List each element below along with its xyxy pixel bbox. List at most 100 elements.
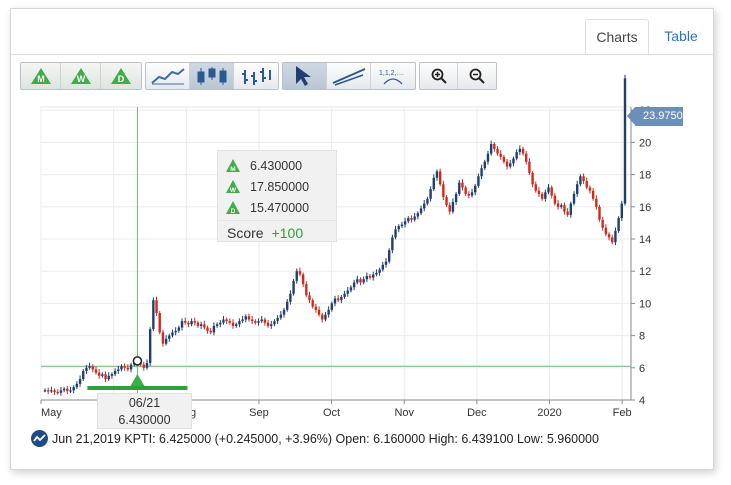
candle-body bbox=[403, 221, 407, 225]
candle-body bbox=[158, 313, 161, 333]
candle-body bbox=[464, 187, 467, 194]
candle-body bbox=[168, 335, 171, 339]
candle-body bbox=[352, 282, 356, 288]
chart-widget: Charts Table M W D bbox=[10, 8, 714, 470]
trendline-button[interactable] bbox=[327, 63, 371, 89]
candle-body bbox=[321, 314, 324, 320]
tab-charts[interactable]: Charts bbox=[585, 19, 649, 55]
candle-body bbox=[282, 309, 286, 315]
candle-body bbox=[540, 193, 544, 199]
candlestick-button[interactable] bbox=[190, 63, 234, 89]
candle-body bbox=[199, 324, 203, 326]
svg-text:W: W bbox=[230, 187, 237, 193]
candle-body bbox=[235, 324, 238, 326]
signal-bar bbox=[87, 386, 188, 390]
candle-body bbox=[292, 280, 295, 294]
x-tick-label: Sep bbox=[249, 407, 269, 419]
candle-body bbox=[180, 321, 184, 328]
candle-body bbox=[566, 211, 569, 215]
candle-body bbox=[174, 330, 177, 333]
zoom-out-button[interactable] bbox=[458, 63, 496, 89]
candle-body bbox=[101, 374, 104, 376]
weekly-button[interactable]: W bbox=[61, 63, 101, 89]
candle-body bbox=[607, 234, 611, 238]
period-group: M W D bbox=[20, 62, 142, 90]
candle-body bbox=[483, 161, 486, 169]
candle-body bbox=[333, 298, 337, 304]
candle-body bbox=[601, 219, 604, 228]
cursor-icon bbox=[295, 66, 311, 86]
candle-body bbox=[117, 369, 120, 372]
svg-text:W: W bbox=[76, 74, 85, 84]
candle-body bbox=[91, 366, 95, 370]
monthly-signal-marker bbox=[130, 374, 145, 386]
candle-body bbox=[305, 284, 308, 296]
daily-button[interactable]: D bbox=[101, 63, 141, 89]
crosshair-label: 06/21 6.430000 bbox=[97, 393, 192, 429]
trendline-icon bbox=[332, 68, 365, 86]
weekly-signal-value: 17.850000 bbox=[250, 179, 310, 194]
candle-body bbox=[187, 322, 190, 325]
monthly-signal-value: 6.430000 bbox=[250, 158, 303, 173]
candle-body bbox=[349, 287, 353, 291]
candle-body bbox=[196, 322, 200, 326]
candle-body bbox=[384, 261, 388, 265]
candle-body bbox=[400, 224, 404, 227]
logo-icon bbox=[31, 430, 48, 447]
candle-body bbox=[544, 192, 547, 199]
candle-body bbox=[171, 332, 174, 336]
candle-body bbox=[432, 177, 435, 190]
svg-text:D: D bbox=[231, 208, 236, 214]
candle-body bbox=[579, 176, 582, 185]
candle-body bbox=[461, 182, 464, 188]
candle-body bbox=[410, 218, 413, 220]
candle-body bbox=[502, 156, 506, 162]
candle-body bbox=[75, 383, 79, 388]
crosshair-value: 6.430000 bbox=[118, 413, 171, 427]
candle-body bbox=[563, 205, 566, 212]
candle-body bbox=[88, 366, 91, 368]
weekly-signal-icon: W bbox=[70, 68, 91, 84]
y-tick-label: 10 bbox=[639, 298, 651, 310]
candle-body bbox=[241, 319, 244, 322]
candle-body bbox=[496, 148, 499, 154]
x-tick-label: May bbox=[41, 407, 62, 419]
candle-body bbox=[387, 250, 391, 262]
candle-body bbox=[588, 187, 592, 191]
candle-body bbox=[518, 148, 522, 153]
candle-body bbox=[480, 168, 483, 177]
candle-body bbox=[120, 366, 123, 370]
candle-body bbox=[372, 274, 375, 278]
zoom-in-button[interactable] bbox=[420, 63, 458, 89]
candle-body bbox=[375, 272, 378, 275]
chart-toolbar: M W D bbox=[20, 62, 497, 90]
candle-body bbox=[330, 303, 334, 310]
candle-body bbox=[85, 367, 88, 372]
x-tick-label: Oct bbox=[323, 407, 340, 419]
fibonacci-button[interactable]: 1,1,2,… bbox=[371, 63, 415, 89]
candle-body bbox=[126, 367, 130, 370]
candle-body bbox=[113, 371, 117, 375]
y-tick-label: 20 bbox=[639, 137, 651, 149]
candle-body bbox=[206, 327, 209, 331]
tab-table[interactable]: Table bbox=[664, 28, 698, 44]
candle-body bbox=[623, 78, 627, 204]
line-chart-button[interactable] bbox=[146, 63, 190, 89]
candle-body bbox=[231, 322, 235, 326]
candle-body bbox=[598, 206, 601, 220]
monthly-button[interactable]: M bbox=[21, 63, 61, 89]
crosshair-date: 06/21 bbox=[128, 396, 161, 410]
ohlc-button[interactable] bbox=[234, 63, 278, 89]
candle-body bbox=[340, 296, 343, 301]
candle-body bbox=[493, 144, 496, 149]
candle-body bbox=[66, 388, 69, 392]
price-chart[interactable]: 46810121416182022 MayJulAugSepOctNovDec2… bbox=[11, 9, 715, 471]
candle-body bbox=[219, 322, 222, 325]
candle-body bbox=[266, 322, 270, 326]
candle-body bbox=[611, 237, 614, 243]
candle-body bbox=[244, 316, 247, 320]
cursor-button[interactable] bbox=[283, 63, 327, 89]
candle-body bbox=[82, 371, 85, 380]
x-tick-label: Feb bbox=[613, 407, 632, 419]
candle-body bbox=[528, 161, 531, 174]
